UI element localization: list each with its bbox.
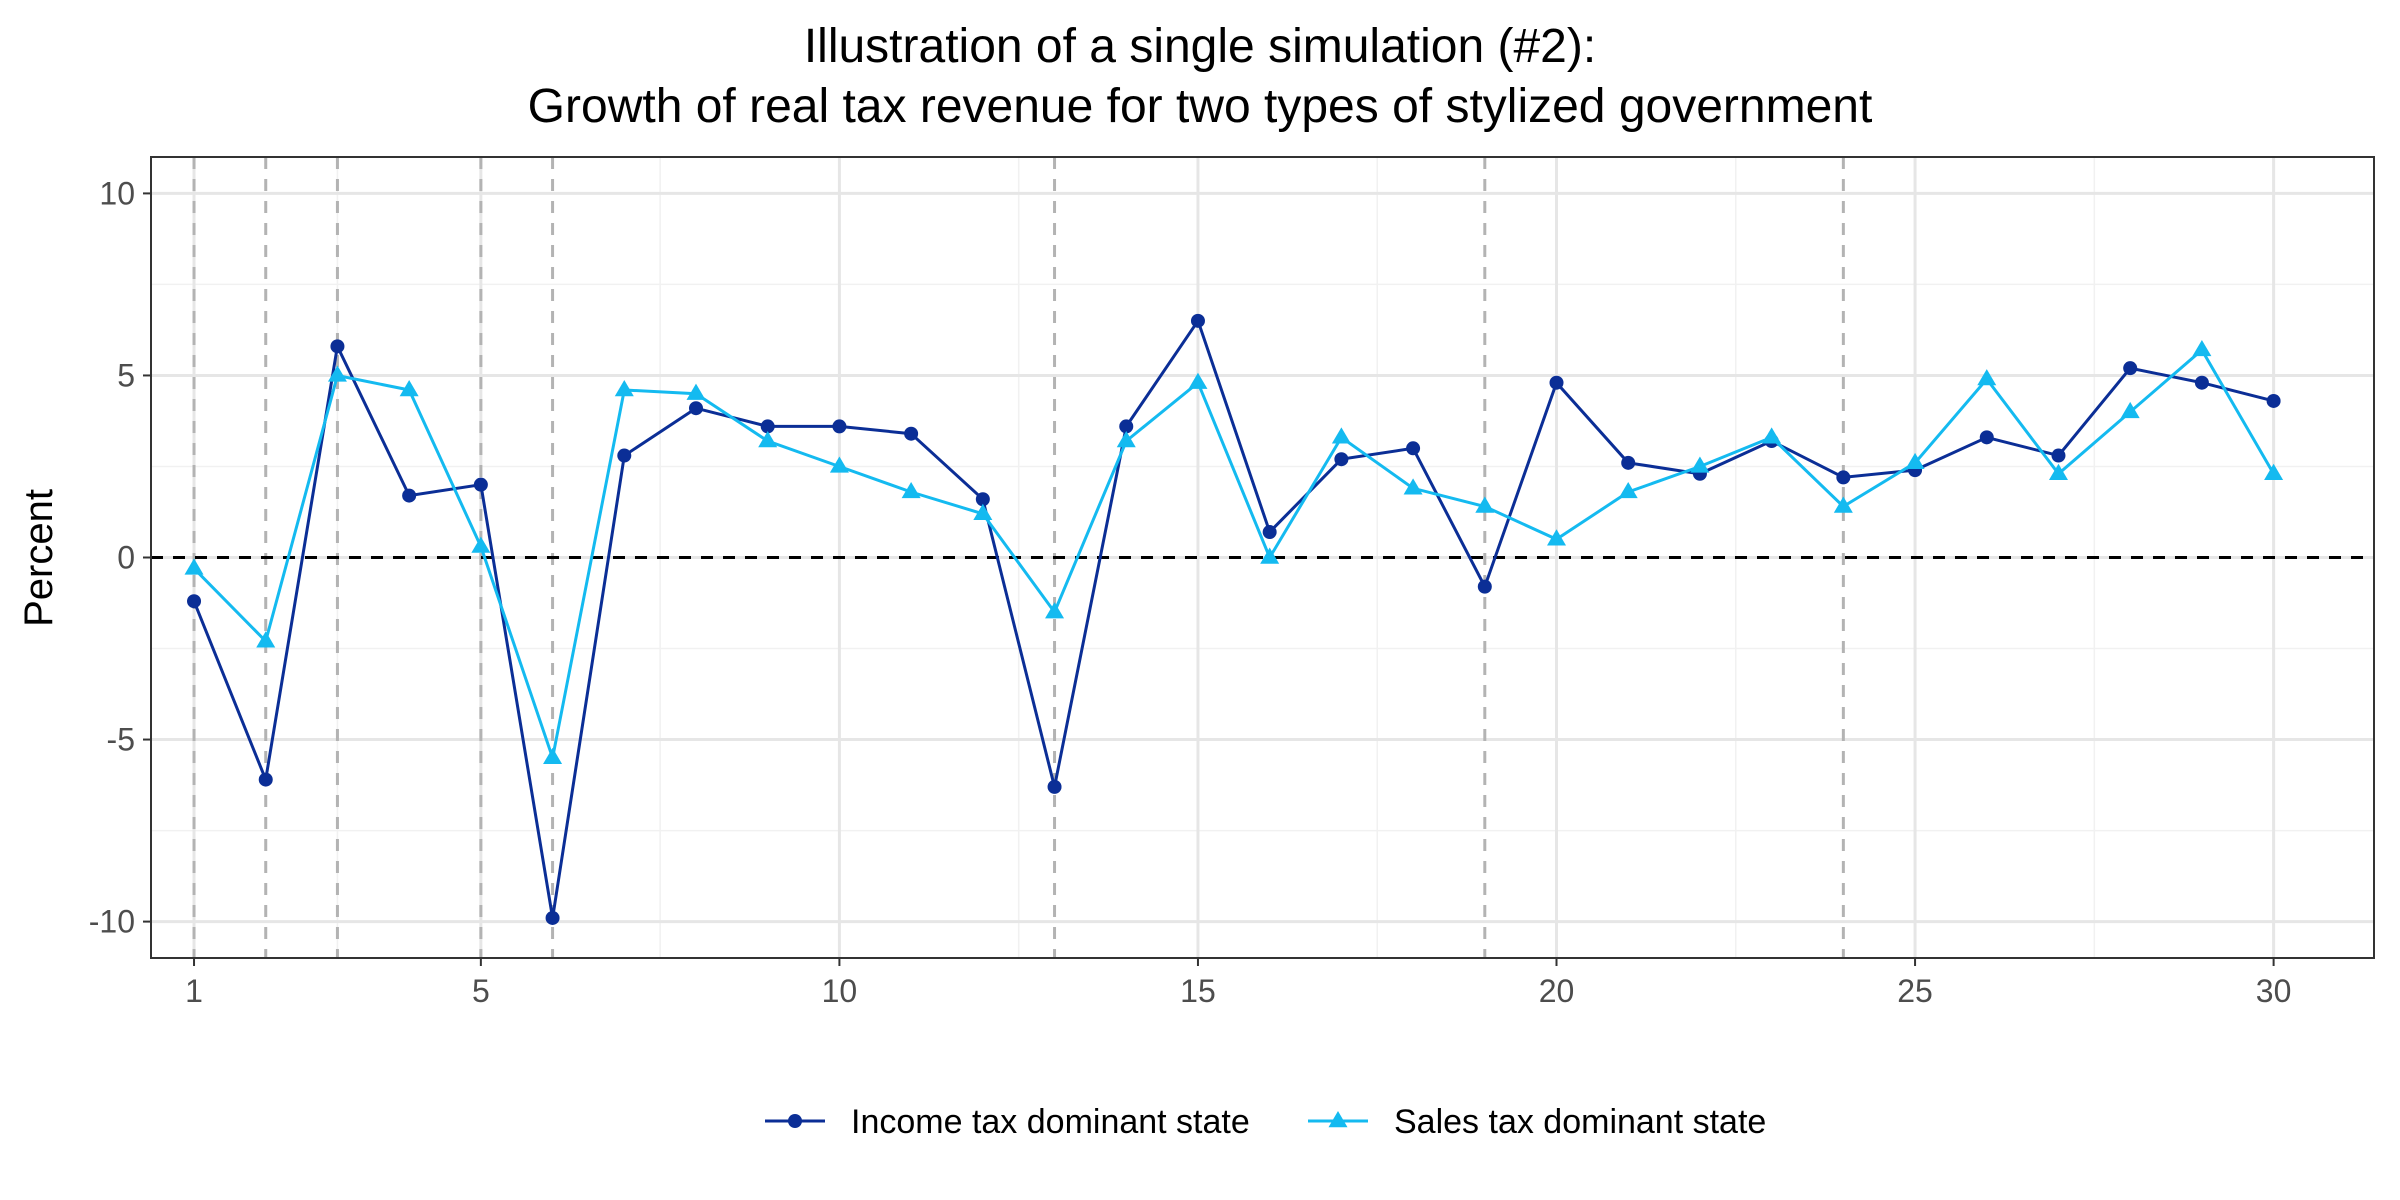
- data-point: [187, 594, 202, 609]
- data-point: [1116, 430, 1136, 448]
- data-point: [1979, 430, 1994, 445]
- series-2: [184, 339, 2284, 764]
- data-point: [760, 419, 775, 434]
- x-tick-label: 10: [822, 973, 858, 1009]
- data-point: [256, 631, 276, 648]
- data-point: [1190, 313, 1205, 328]
- data-point: [617, 448, 632, 463]
- data-point: [758, 430, 778, 448]
- data-point: [258, 772, 273, 787]
- data-point: [1047, 779, 1062, 794]
- data-point: [614, 380, 634, 397]
- data-point: [1618, 481, 1638, 499]
- data-point: [1477, 579, 1492, 594]
- data-point: [471, 536, 491, 553]
- data-point: [2048, 463, 2068, 480]
- data-point: [901, 481, 921, 499]
- data-point: [1475, 496, 1495, 513]
- data-point: [330, 339, 345, 354]
- data-point: [1045, 602, 1065, 619]
- legend-key-marker: [788, 1114, 802, 1128]
- data-point: [829, 456, 849, 473]
- data-point: [1621, 455, 1636, 470]
- y-tick-label: -10: [89, 904, 135, 940]
- data-point: [2194, 375, 2209, 390]
- data-point: [686, 383, 706, 400]
- x-tick-label: 20: [1539, 973, 1575, 1009]
- data-point: [1836, 470, 1851, 485]
- y-tick-label: -5: [107, 722, 135, 758]
- data-point: [402, 488, 417, 503]
- data-point: [832, 419, 847, 434]
- data-point: [2051, 448, 2066, 463]
- legend: Income tax dominant state Sales tax domin…: [765, 1103, 1766, 1141]
- data-point: [1406, 441, 1421, 456]
- x-tick-label: 5: [472, 973, 490, 1009]
- data-point: [1905, 452, 1925, 470]
- y-tick-label: 10: [99, 175, 135, 211]
- data-point: [399, 380, 419, 397]
- series-1: [187, 313, 2281, 925]
- y-axis-title: Percent: [17, 489, 61, 627]
- data-point: [2266, 393, 2281, 408]
- data-point: [1119, 419, 1134, 434]
- legend-item-2: Sales tax dominant state: [1308, 1103, 1766, 1141]
- data-point: [1188, 372, 1208, 389]
- data-point: [1403, 478, 1423, 495]
- data-point: [1331, 427, 1351, 444]
- x-tick-label: 30: [2256, 973, 2292, 1009]
- data-point: [1977, 369, 1997, 386]
- y-axis: -10 -5 0 5 10: [89, 175, 151, 940]
- x-tick-label: 1: [185, 973, 203, 1009]
- data-point: [904, 426, 919, 441]
- legend-key-marker: [1328, 1111, 1348, 1128]
- series-line: [192, 347, 2275, 764]
- y-tick-label: 0: [117, 540, 135, 576]
- y-tick-label: 5: [117, 357, 135, 393]
- chart-subtitle: Growth of real tax revenue for two types…: [528, 80, 1873, 133]
- data-point: [1690, 456, 1710, 473]
- x-tick-label: 25: [1897, 973, 1933, 1009]
- data-point: [688, 401, 703, 416]
- data-point: [473, 477, 488, 492]
- legend-label: Income tax dominant state: [851, 1103, 1250, 1141]
- data-point: [2120, 401, 2140, 419]
- data-point: [1334, 452, 1349, 467]
- data-point: [1549, 375, 1564, 390]
- data-point: [1547, 529, 1567, 546]
- series-layer: [184, 313, 2284, 925]
- data-point: [1262, 525, 1277, 540]
- legend-item-1: Income tax dominant state: [765, 1103, 1250, 1141]
- data-point: [1762, 427, 1782, 444]
- data-point: [975, 492, 990, 507]
- x-tick-label: 15: [1180, 973, 1216, 1009]
- legend-label: Sales tax dominant state: [1394, 1103, 1766, 1141]
- data-point: [1833, 496, 1853, 513]
- data-point: [543, 747, 563, 764]
- data-point: [2192, 339, 2212, 357]
- data-point: [545, 910, 560, 925]
- series-line: [192, 317, 2274, 919]
- chart-title: Illustration of a single simulation (#2)…: [804, 20, 1596, 73]
- data-point: [184, 558, 204, 575]
- data-point: [1260, 547, 1280, 564]
- data-point: [973, 503, 993, 521]
- data-point: [327, 365, 347, 382]
- data-point: [2123, 361, 2138, 376]
- data-point: [2264, 463, 2284, 480]
- x-axis: 1 5 10 15 20 25 30: [185, 958, 2291, 1009]
